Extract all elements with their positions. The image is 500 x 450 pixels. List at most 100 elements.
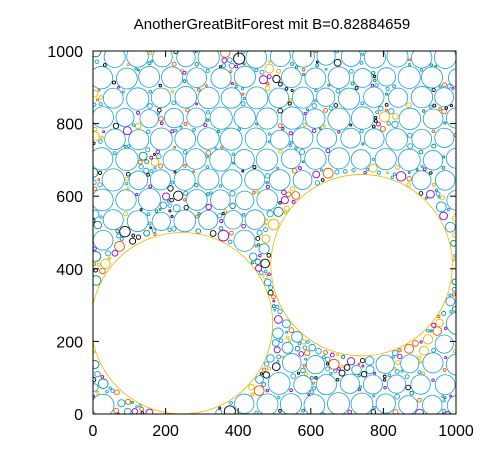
small-circle	[126, 144, 131, 149]
medium-circle	[374, 148, 397, 171]
medium-circle	[235, 190, 255, 210]
small-circle	[98, 139, 103, 144]
small-circle	[271, 294, 276, 300]
small-circle	[263, 361, 270, 367]
medium-circle	[104, 128, 126, 150]
small-circle	[333, 369, 338, 374]
medium-circle	[375, 354, 395, 374]
small-circle	[229, 202, 236, 210]
small-circle	[276, 166, 280, 170]
small-circle	[203, 123, 208, 128]
small-circle	[195, 228, 202, 234]
small-circle	[261, 367, 267, 372]
medium-circle	[138, 66, 160, 88]
small-circle	[296, 371, 301, 375]
small-circle	[123, 407, 132, 414]
small-circle	[113, 407, 120, 414]
small-circle	[93, 220, 102, 230]
small-circle	[311, 103, 317, 109]
small-circle	[439, 195, 445, 201]
small-circle	[327, 83, 331, 87]
x-tick-label: 1000	[438, 423, 474, 440]
small-circle	[280, 196, 289, 205]
small-circle	[221, 212, 225, 216]
small-circle	[254, 244, 258, 248]
small-circle	[431, 129, 436, 134]
small-circle	[258, 253, 262, 258]
small-circle	[333, 58, 342, 67]
small-circle	[419, 68, 424, 72]
small-circle	[291, 168, 298, 174]
medium-circle	[446, 189, 456, 211]
medium-circle	[210, 67, 232, 89]
medium-circle	[328, 147, 350, 170]
medium-circle	[186, 67, 207, 89]
medium-circle	[433, 51, 456, 69]
small-circle	[354, 85, 359, 90]
small-circle	[338, 369, 346, 377]
small-circle	[220, 51, 231, 58]
small-circle	[148, 184, 153, 189]
medium-circle	[244, 209, 266, 230]
small-circle	[171, 61, 177, 67]
small-circle	[424, 196, 428, 200]
small-circle	[276, 360, 280, 364]
medium-circle	[176, 51, 196, 68]
medium-circle	[305, 108, 326, 129]
small-circle	[183, 164, 187, 168]
small-circle	[431, 182, 436, 187]
small-circle	[264, 222, 268, 226]
medium-circle	[363, 86, 385, 108]
small-circle	[220, 145, 224, 150]
small-circle	[435, 201, 447, 213]
small-circle	[428, 104, 433, 109]
small-circle	[283, 210, 288, 215]
small-circle	[392, 409, 399, 414]
small-circle	[229, 190, 236, 197]
small-circle	[278, 149, 283, 154]
small-circle	[255, 236, 261, 241]
small-circle	[407, 171, 411, 175]
small-circle	[337, 130, 341, 134]
medium-circle	[397, 148, 421, 172]
medium-circle	[116, 67, 138, 90]
small-circle	[263, 227, 269, 233]
small-circle	[241, 169, 245, 173]
small-circle	[285, 330, 289, 334]
small-circle	[123, 211, 128, 217]
chart-title: AnotherGreatBitForest mit B=0.82884659	[134, 16, 410, 33]
small-circle	[136, 68, 140, 72]
small-circle	[147, 221, 152, 226]
small-circle	[263, 269, 268, 274]
small-circle	[151, 228, 157, 233]
small-circle	[449, 310, 453, 314]
small-circle	[117, 399, 126, 408]
small-circle	[439, 211, 448, 221]
small-circle	[335, 377, 340, 382]
small-circle	[445, 296, 456, 307]
small-circle	[146, 212, 151, 217]
medium-circle	[327, 107, 351, 131]
small-circle	[166, 199, 170, 203]
small-circle	[272, 327, 284, 339]
small-circle	[445, 221, 456, 233]
small-circle	[451, 278, 456, 285]
medium-circle	[410, 374, 431, 395]
small-circle	[105, 390, 109, 394]
small-circle	[156, 107, 162, 113]
small-circle	[159, 201, 168, 210]
small-circle	[93, 275, 102, 286]
medium-circle	[388, 87, 409, 108]
small-circle	[301, 160, 305, 164]
small-circle	[340, 364, 344, 369]
small-circle	[217, 229, 230, 242]
plot-frame	[92, 50, 457, 415]
small-circle	[99, 267, 106, 275]
small-circle	[453, 349, 456, 354]
small-circle	[255, 375, 264, 384]
small-circle	[183, 190, 189, 196]
small-circle	[422, 167, 427, 172]
small-circle	[159, 121, 164, 126]
small-circle	[241, 223, 246, 229]
small-circle	[182, 70, 187, 75]
